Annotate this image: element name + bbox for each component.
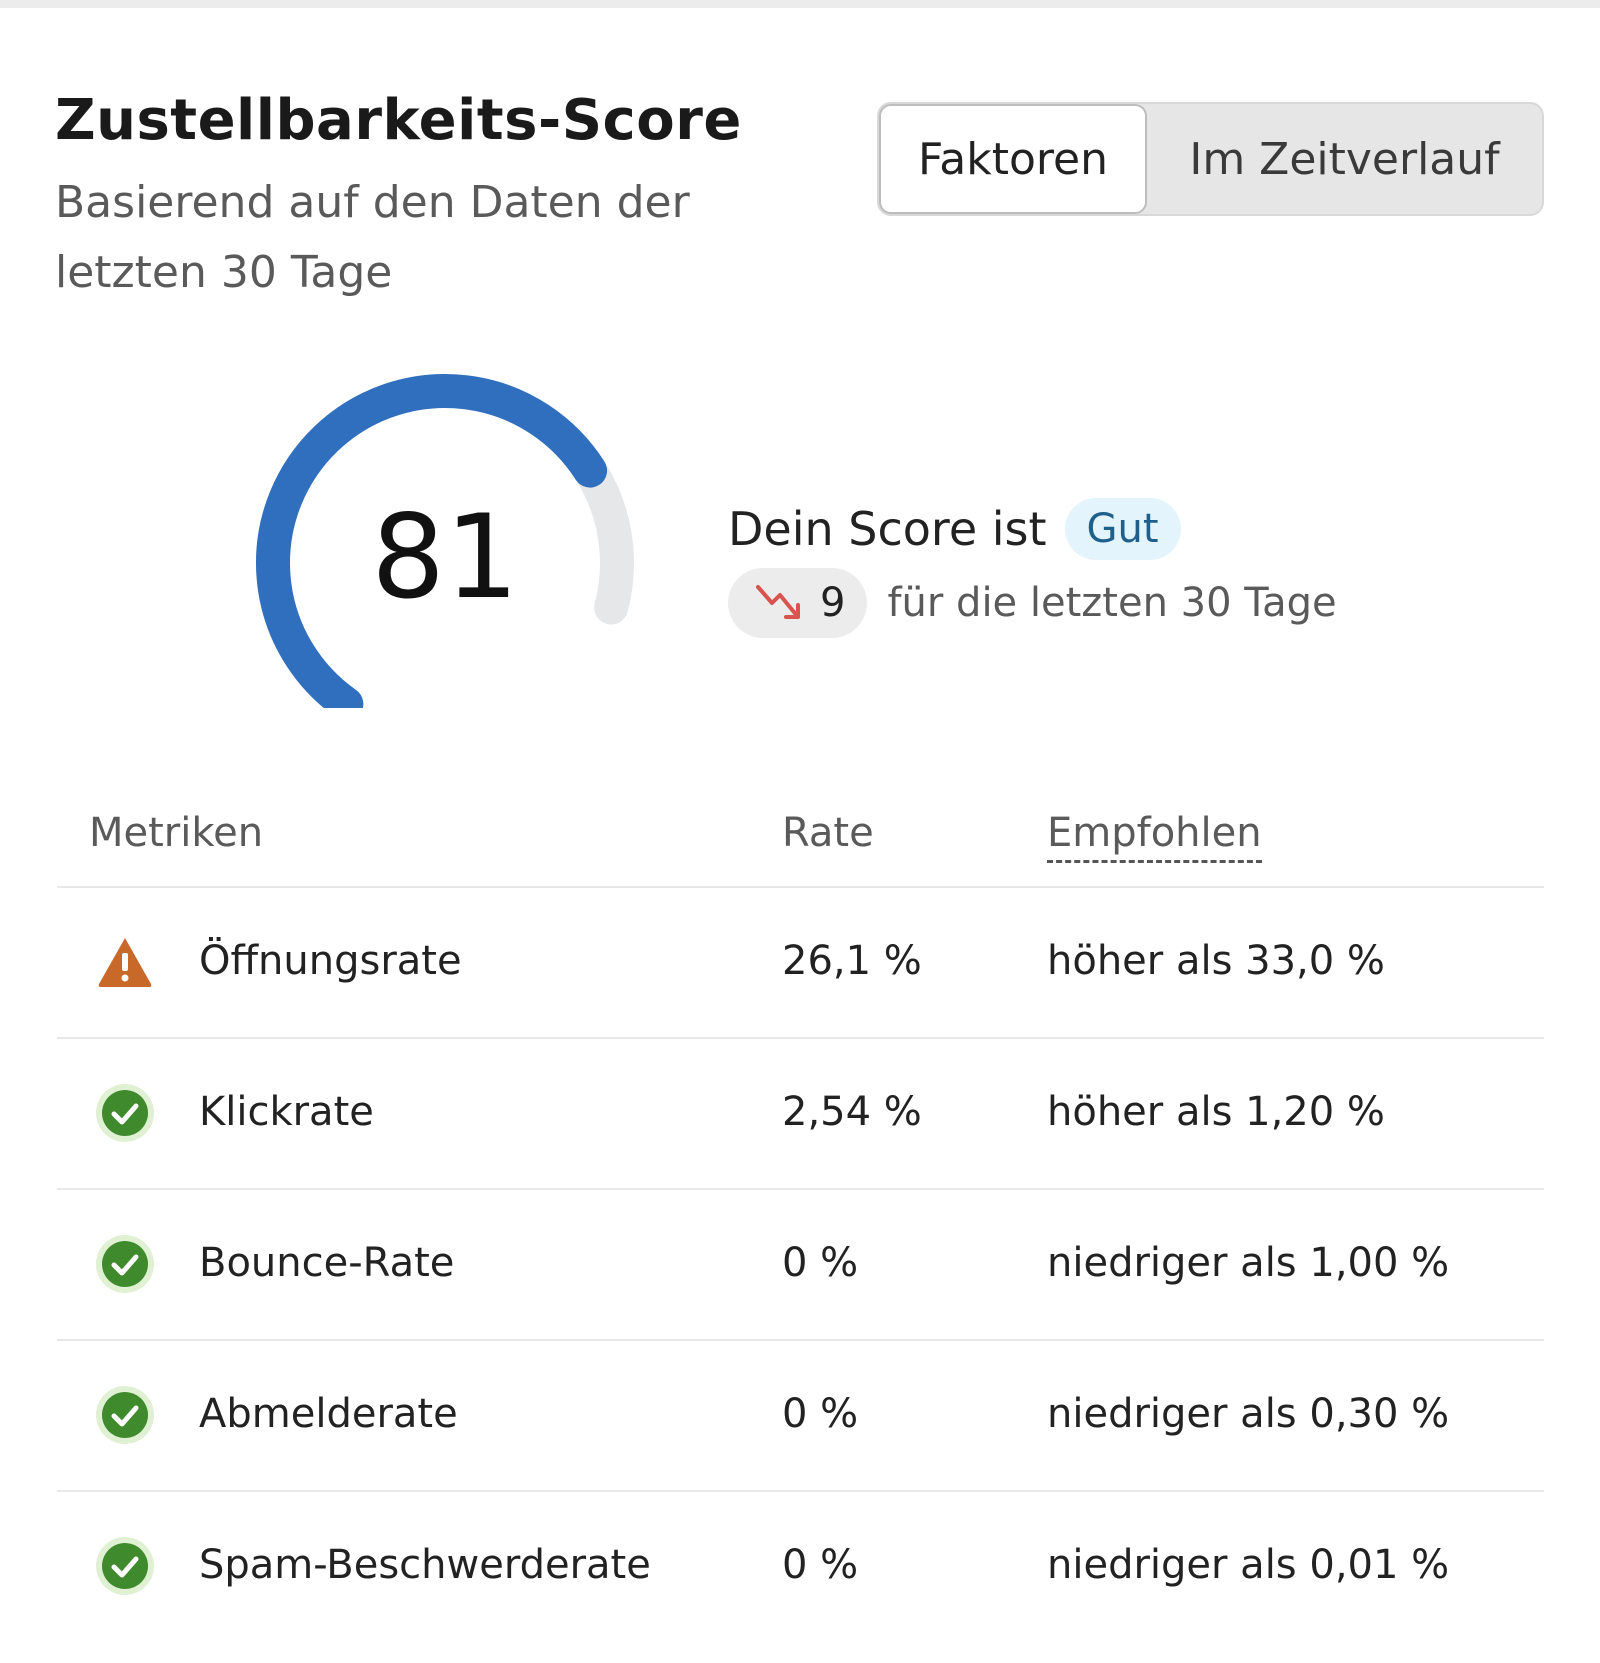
table-row: Klickrate 2,54 % höher als 1,20 % [57,1039,1544,1190]
metric-rate: 0 % [782,1542,859,1588]
tab-im-zeitverlauf[interactable]: Im Zeitverlauf [1189,133,1500,185]
warning-icon [98,938,152,987]
metric-rate: 0 % [782,1391,859,1437]
table-row: Abmelderate 0 % niedriger als 0,30 % [57,1341,1544,1492]
metric-recommended: niedriger als 0,30 % [1047,1391,1450,1437]
column-header-metrics: Metriken [89,810,264,856]
deliverability-score-card: Zustellbarkeits-Score Basierend auf den … [0,8,1600,1663]
metric-name: Öffnungsrate [199,938,462,984]
metric-name: Abmelderate [199,1391,458,1437]
score-trend: 9 für die letzten 30 Tage [728,568,1337,638]
card-title: Zustellbarkeits-Score [55,88,742,153]
table-row: Spam-Beschwerderate 0 % niedriger als 0,… [57,1492,1544,1641]
column-header-rate: Rate [782,810,874,856]
column-header-recommended[interactable]: Empfohlen [1047,810,1262,863]
gauge-fill [256,374,608,708]
metric-rate: 26,1 % [782,938,922,984]
score-status: Dein Score ist Gut [728,498,1181,560]
check-circle-icon [96,1386,154,1444]
table-row: Öffnungsrate 26,1 % höher als 33,0 % [57,888,1544,1039]
top-border [0,0,1600,8]
trend-period-text: für die letzten 30 Tage [887,580,1337,626]
metric-name: Klickrate [199,1089,374,1135]
metric-recommended: höher als 33,0 % [1047,938,1385,984]
metric-name: Spam-Beschwerderate [199,1542,651,1588]
metric-rate: 2,54 % [782,1089,922,1135]
metric-name: Bounce-Rate [199,1240,455,1286]
table-row: Bounce-Rate 0 % niedriger als 1,00 % [57,1190,1544,1341]
metric-rate: 0 % [782,1240,859,1286]
card-subtitle: Basierend auf den Daten der letzten 30 T… [55,177,690,298]
score-gauge [256,374,634,708]
score-status-label: Dein Score ist [728,502,1047,556]
trend-value: 9 [820,580,846,626]
trending-down-icon [756,585,800,619]
metric-recommended: höher als 1,20 % [1047,1089,1385,1135]
check-circle-icon [96,1537,154,1595]
check-circle-icon [96,1235,154,1293]
metric-recommended: niedriger als 0,01 % [1047,1542,1450,1588]
score-value: 81 [371,490,519,625]
view-toggle: Faktoren Im Zeitverlauf [877,102,1544,216]
table-header: Metriken Rate Empfohlen [57,788,1544,888]
metric-recommended: niedriger als 1,00 % [1047,1240,1450,1286]
check-circle-icon [96,1084,154,1142]
score-status-badge: Gut [1064,498,1181,560]
trend-chip: 9 [728,568,868,638]
tab-faktoren[interactable]: Faktoren [879,104,1147,214]
metrics-table: Metriken Rate Empfohlen Öffnungsrate 26,… [57,788,1544,1641]
